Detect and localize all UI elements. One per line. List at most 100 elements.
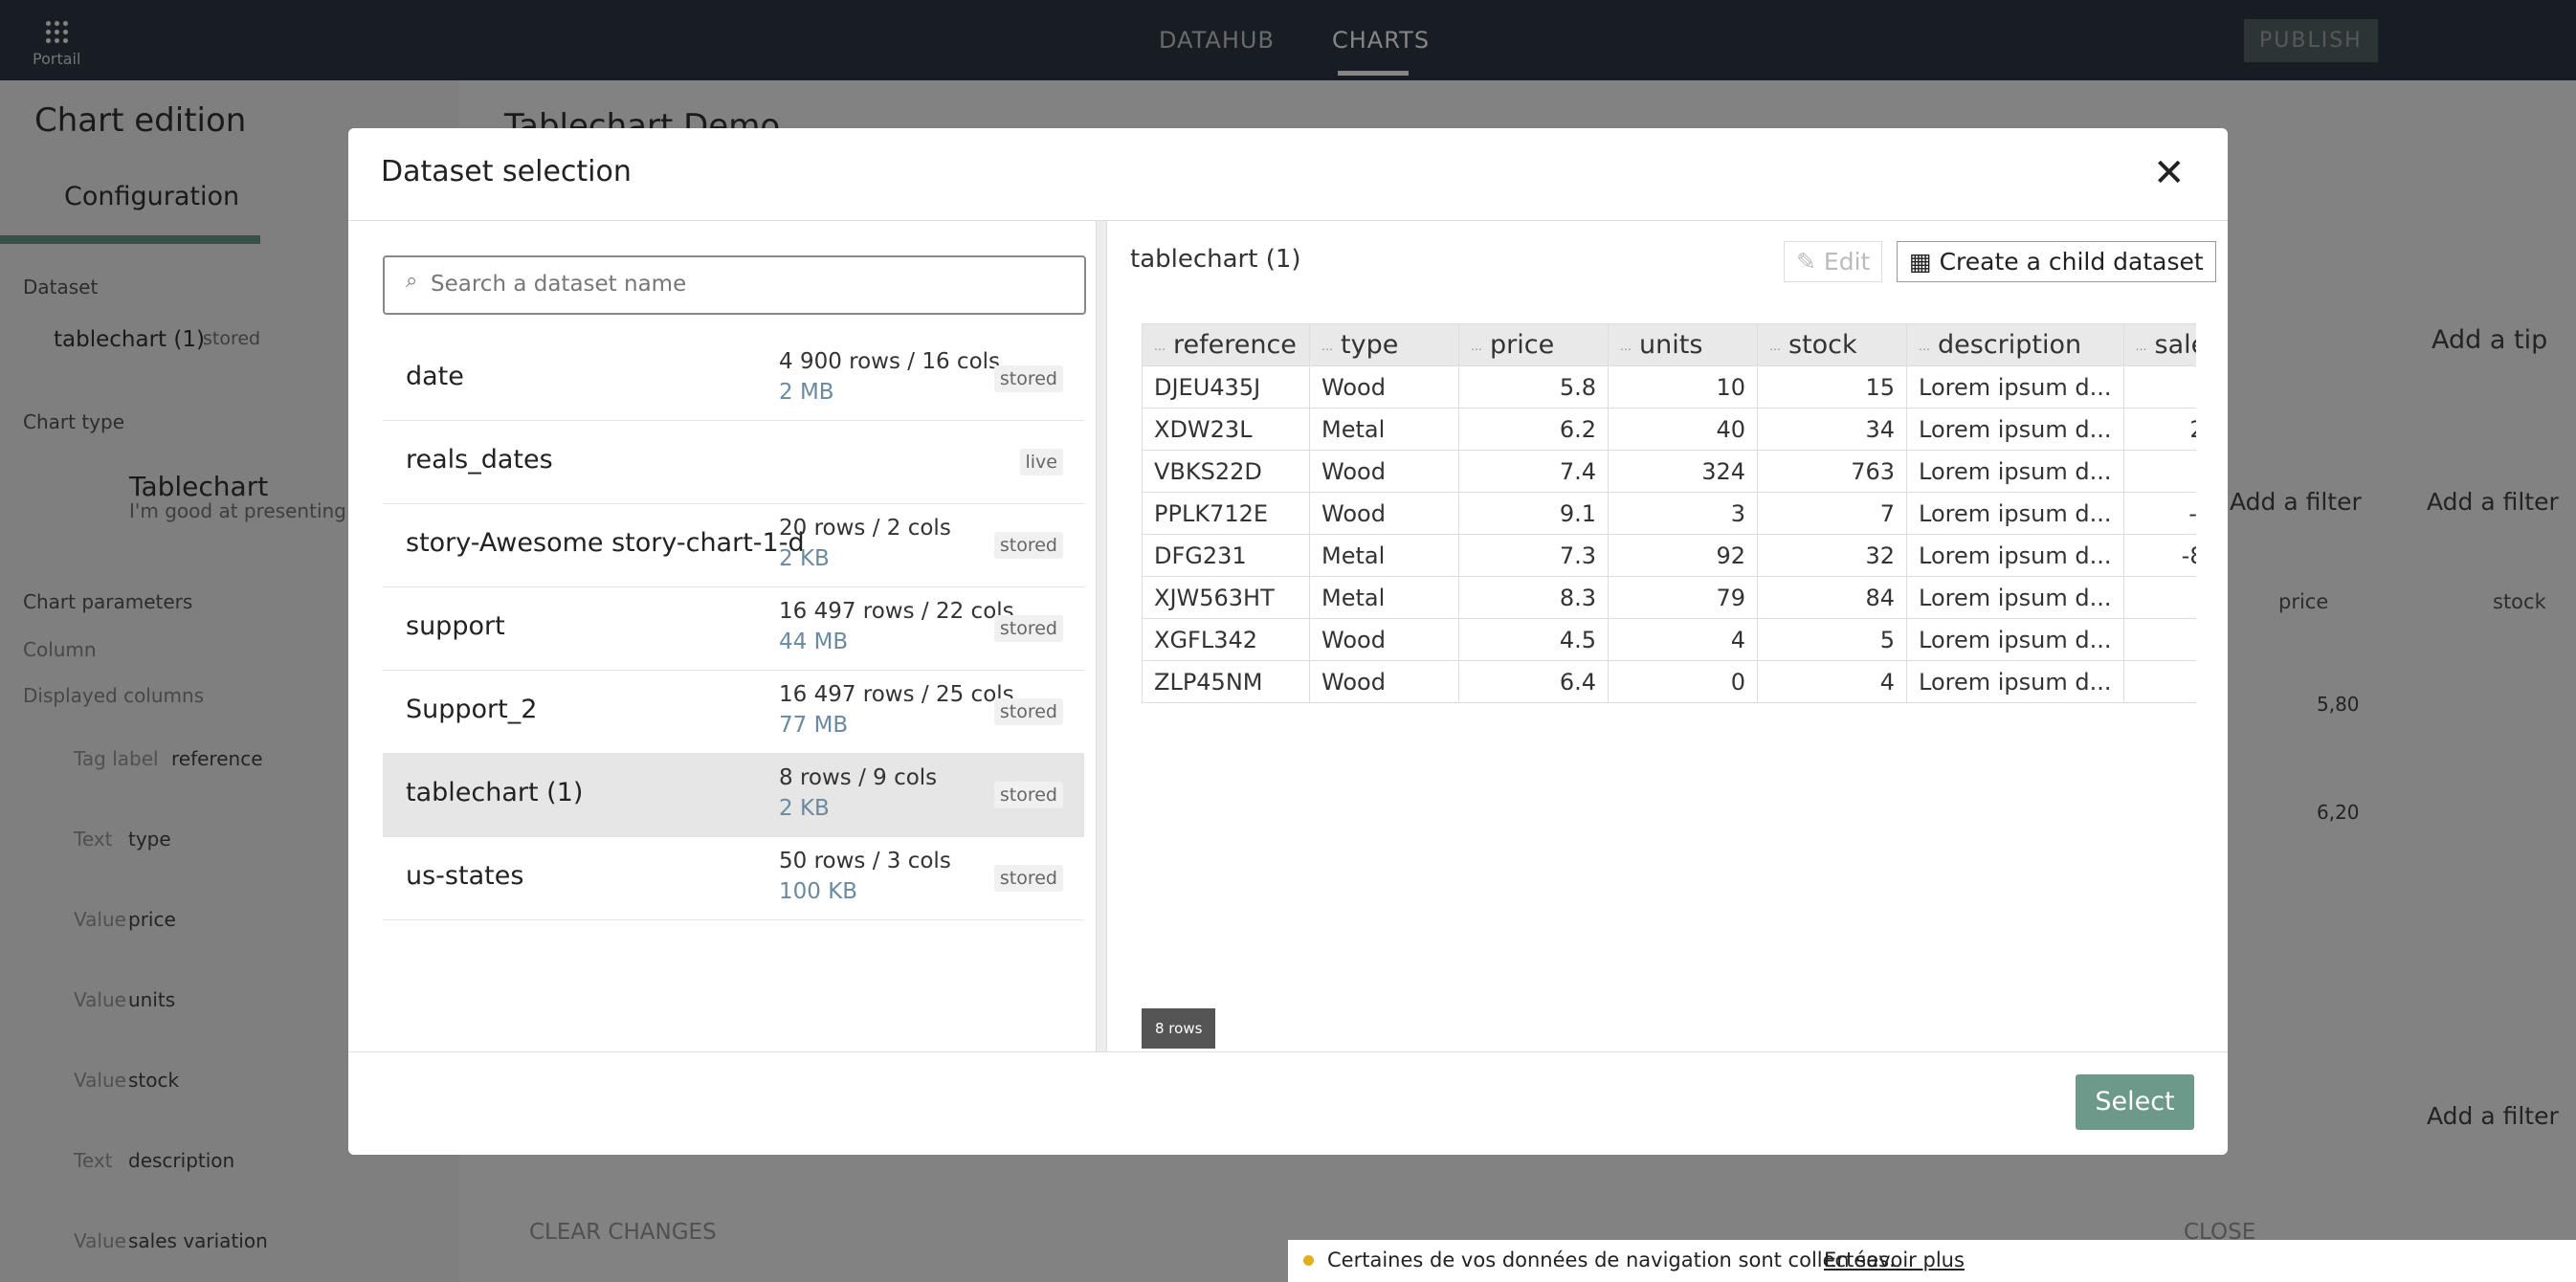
- cell: Lorem ipsum d...: [1906, 618, 2124, 661]
- cell: ZLP45NM: [1142, 660, 1310, 703]
- dataset-size: 2 KB: [779, 796, 830, 821]
- column-kind: Text: [74, 1149, 113, 1172]
- cell: XJW563HT: [1142, 576, 1310, 619]
- dataset-row[interactable]: support 16 497 rows / 22 cols 44 MB stored: [383, 586, 1084, 671]
- dataset-row[interactable]: story-Awesome story-chart-1-d 20 rows / 2…: [383, 503, 1084, 587]
- dataset-size: 100 KB: [779, 879, 858, 904]
- cell: -8.0: [2122, 534, 2196, 577]
- column-header: ⋯ reference: [1142, 323, 1310, 366]
- column-name: type: [128, 828, 171, 851]
- cell: Lorem ipsum d...: [1906, 660, 2124, 703]
- publish-button[interactable]: PUBLISH: [2244, 19, 2378, 62]
- cookie-text: Certaines de vos données de navigation s…: [1327, 1249, 1896, 1271]
- cell: 7.3: [1458, 534, 1609, 577]
- dataset-row[interactable]: Support_2 16 497 rows / 25 cols 77 MB store…: [383, 670, 1084, 754]
- dataset-name: reals_dates: [406, 445, 553, 475]
- cell: Lorem ipsum d...: [1906, 492, 2124, 535]
- preview-title: tablechart (1): [1130, 245, 1301, 274]
- header-label: units: [1639, 330, 1703, 360]
- cell: Wood: [1309, 660, 1459, 703]
- search-box[interactable]: Search a dataset name ⌕: [383, 255, 1086, 315]
- column-kind: Tag label: [74, 747, 159, 770]
- cookie-link[interactable]: En savoir plus: [1824, 1249, 1965, 1271]
- dataset-name: support: [406, 611, 505, 641]
- column-name: units: [128, 988, 176, 1011]
- cell: Lorem ipsum d...: [1906, 450, 2124, 493]
- dataset-info: 16 497 rows / 22 cols: [779, 599, 1014, 624]
- header-row: ⋯ reference ⋯ type ⋯ price ⋯ units ⋯ stock ⋯ descri…: [1142, 323, 2197, 366]
- column-name: sales variation: [128, 1229, 268, 1252]
- dataset-status: stored: [993, 365, 1063, 392]
- dataset-status: stored: [993, 782, 1063, 808]
- cell: 5,80: [2317, 693, 2360, 716]
- topbar: Portail DATAHUB CHARTS PUBLISH: [0, 0, 2576, 80]
- bg-text: I'm good at presenting a: [129, 499, 365, 522]
- cell: Lorem ipsum d...: [1906, 576, 2124, 619]
- header-label: stock: [1788, 330, 1857, 360]
- column-kind: Value: [74, 1069, 126, 1092]
- cookie-banner: Certaines de vos données de navigation s…: [1288, 1240, 2576, 1282]
- dataset-row[interactable]: date 4 900 rows / 16 cols 2 MB stored: [383, 337, 1084, 421]
- row-count: 8 rows: [1142, 1008, 1216, 1049]
- type-icon: ⋯: [1769, 343, 1781, 356]
- clear-button: CLEAR CHANGES: [529, 1220, 717, 1245]
- type-icon: ⋯: [1471, 343, 1482, 356]
- cell: 4.5: [1458, 618, 1609, 661]
- tab[interactable]: DATAHUB: [1159, 27, 1275, 54]
- cell: 84: [1757, 576, 1907, 619]
- header-label: sale: [2154, 330, 2197, 360]
- table-clip: ⋯ reference ⋯ type ⋯ price ⋯ units ⋯ stock ⋯ descri…: [1142, 323, 2196, 840]
- header-label: description: [1938, 330, 2082, 360]
- tab[interactable]: CHARTS: [1332, 27, 1431, 54]
- cell: 7.4: [1458, 450, 1609, 493]
- cell: -14: [2122, 492, 2196, 535]
- dataset-name: tablechart (1): [406, 778, 584, 807]
- dataset-size: 44 MB: [779, 630, 849, 654]
- cell: 8.3: [1458, 576, 1609, 619]
- column-header: ⋯ sale: [2122, 323, 2197, 366]
- cell: Lorem ipsum d...: [1906, 534, 2124, 577]
- column-kind: Value: [74, 908, 126, 931]
- bg-text: Chart parameters: [23, 590, 193, 613]
- column-header: ⋯ type: [1309, 323, 1459, 366]
- add-filter: Add a filter: [2427, 488, 2559, 516]
- dataset-row[interactable]: reals_dates live: [383, 420, 1084, 504]
- cell: 2.0: [2122, 408, 2196, 451]
- dataset-row[interactable]: tablechart (1) 8 rows / 9 cols 2 KB stored: [383, 753, 1084, 837]
- bg-text: tablechart (1): [54, 327, 205, 352]
- portal-icon[interactable]: [44, 19, 69, 44]
- cell: 6.4: [1458, 660, 1609, 703]
- dataset-info: 16 497 rows / 25 cols: [779, 682, 1014, 707]
- column-name: description: [128, 1149, 235, 1172]
- dataset-info: 4 900 rows / 16 cols: [779, 349, 1001, 374]
- dataset-status: live: [1019, 449, 1063, 475]
- cookie-dot: [1303, 1255, 1314, 1266]
- bg-text: stock: [2493, 590, 2546, 613]
- header-divider: [348, 220, 2228, 221]
- header-label: price: [1490, 330, 1555, 360]
- edit-button[interactable]: ✎ Edit: [1784, 241, 1883, 282]
- close-icon[interactable]: ✕: [2153, 151, 2186, 195]
- type-icon: ⋯: [2135, 343, 2147, 356]
- column-kind: Text: [74, 828, 113, 851]
- dataset-modal: Dataset selection ✕ Search a dataset nam…: [348, 128, 2228, 1155]
- create-child-button[interactable]: ▦ Create a child dataset: [1897, 241, 2216, 282]
- dataset-row[interactable]: us-states 50 rows / 3 cols 100 KB stored: [383, 836, 1084, 920]
- bg-text: Column: [23, 638, 97, 661]
- column-kind: Value: [74, 1229, 126, 1252]
- cell: 18: [2122, 660, 2196, 703]
- dataset-size: 2 MB: [779, 380, 834, 405]
- portal-label[interactable]: Portail: [33, 50, 81, 68]
- type-icon: ⋯: [1919, 343, 1930, 356]
- type-icon: ⋯: [1321, 343, 1333, 356]
- dataset-name: Support_2: [406, 695, 538, 724]
- cell: 23: [2122, 576, 2196, 619]
- cell: XGFL342: [1142, 618, 1310, 661]
- cell: 3: [1608, 492, 1758, 535]
- modal-title: Dataset selection: [381, 155, 632, 188]
- select-button[interactable]: Select: [2076, 1074, 2194, 1130]
